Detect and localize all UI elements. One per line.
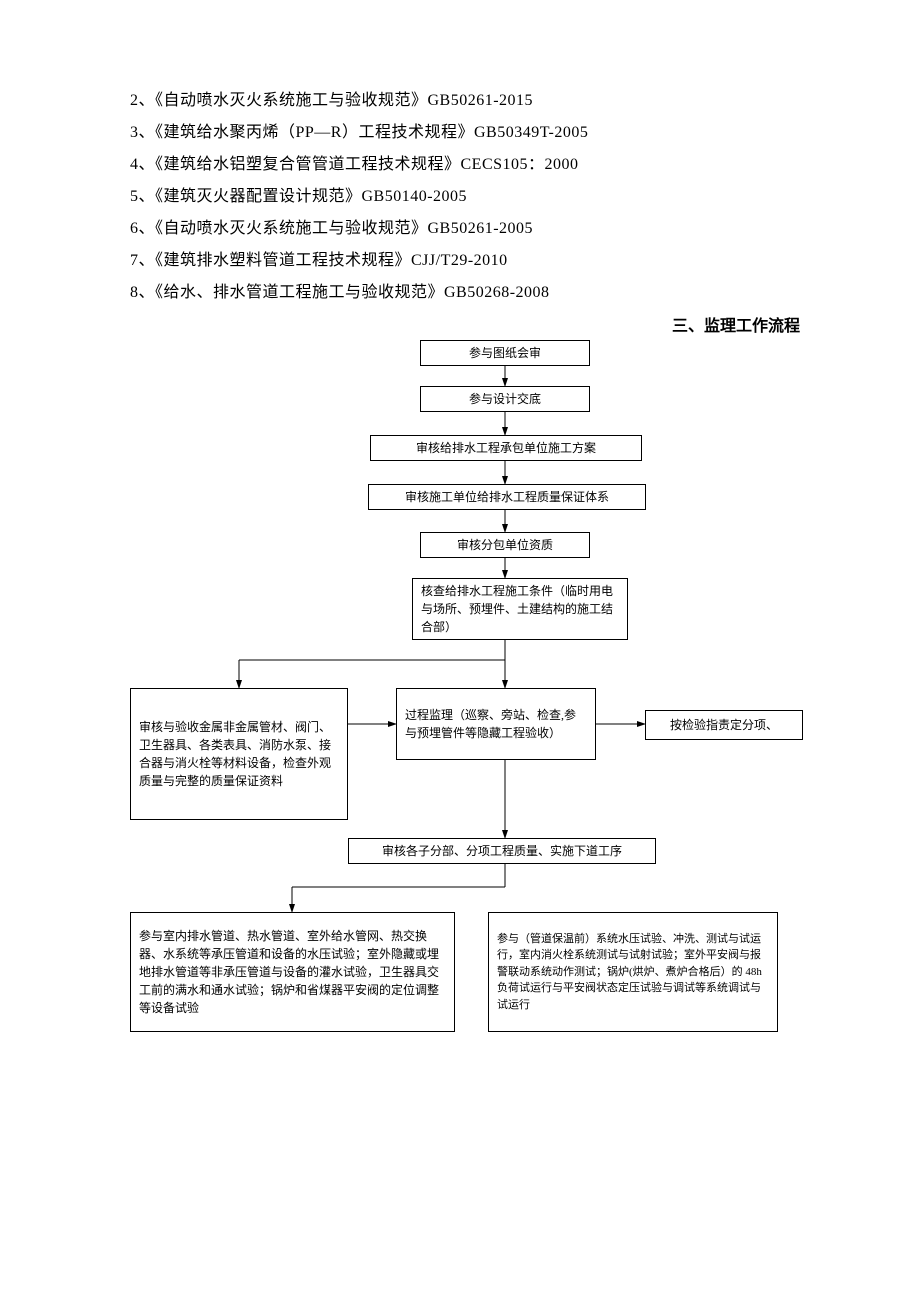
flow-node-n1: 参与图纸会审 — [420, 340, 590, 366]
list-item: 5、《建筑灭火器配置设计规范》GB50140-2005 — [130, 181, 810, 213]
node-label: 过程监理（巡察、旁站、检查,参与预埋管件等隐藏工程验收） — [405, 706, 587, 742]
flow-node-n10: 审核各子分部、分项工程质量、实施下道工序 — [348, 838, 656, 864]
node-label: 审核分包单位资质 — [457, 536, 553, 554]
flow-node-n11: 参与室内排水管道、热水管道、室外给水管网、热交换器、水系统等承压管道和设备的水压… — [130, 912, 455, 1032]
flow-node-n8: 过程监理（巡察、旁站、检查,参与预埋管件等隐藏工程验收） — [396, 688, 596, 760]
node-label: 审核各子分部、分项工程质量、实施下道工序 — [382, 842, 622, 860]
list-item: 8、《给水、排水管道工程施工与验收规范》GB50268-2008 — [130, 277, 810, 309]
flow-node-n12: 参与（管道保温前）系统水压试验、冲洗、测试与试运行，室内消火栓系统测试与试射试验… — [488, 912, 778, 1032]
node-label: 参与图纸会审 — [469, 344, 541, 362]
node-label: 核查给排水工程施工条件（临时用电与场所、预埋件、土建结构的施工结合部） — [421, 582, 619, 636]
list-item: 6、《自动喷水灭火系统施工与验收规范》GB50261-2005 — [130, 213, 810, 245]
flow-node-n3: 审核给排水工程承包单位施工方案 — [370, 435, 642, 461]
flow-node-n4: 审核施工单位给排水工程质量保证体系 — [368, 484, 646, 510]
list-item: 2、《自动喷水灭火系统施工与验收规范》GB50261-2015 — [130, 85, 810, 117]
flow-node-n9: 按检验指责定分项、 — [645, 710, 803, 740]
flow-node-n2: 参与设计交底 — [420, 386, 590, 412]
flow-node-n5: 审核分包单位资质 — [420, 532, 590, 558]
flowchart: 参与图纸会审 参与设计交底 审核给排水工程承包单位施工方案 审核施工单位给排水工… — [130, 340, 805, 1100]
node-label: 参与设计交底 — [469, 390, 541, 408]
node-label: 审核给排水工程承包单位施工方案 — [416, 439, 596, 457]
flow-node-n7: 审核与验收金属非金属管材、阀门、卫生器具、各类表具、消防水泵、接合器与消火栓等材… — [130, 688, 348, 820]
node-label: 参与（管道保温前）系统水压试验、冲洗、测试与试运行，室内消火栓系统测试与试射试验… — [497, 931, 769, 1014]
list-item: 4、《建筑给水铝塑复合管管道工程技术规程》CECS105：2000 — [130, 149, 810, 181]
list-item: 3、《建筑给水聚丙烯（PP—R）工程技术规程》GB50349T-2005 — [130, 117, 810, 149]
flow-node-n6: 核查给排水工程施工条件（临时用电与场所、预埋件、土建结构的施工结合部） — [412, 578, 628, 640]
section-title: 三、监理工作流程 — [672, 312, 800, 336]
node-label: 参与室内排水管道、热水管道、室外给水管网、热交换器、水系统等承压管道和设备的水压… — [139, 927, 446, 1017]
node-label: 按检验指责定分项、 — [670, 716, 778, 734]
list-item: 7、《建筑排水塑料管道工程技术规程》CJJ/T29-2010 — [130, 245, 810, 277]
node-label: 审核施工单位给排水工程质量保证体系 — [405, 488, 609, 506]
node-label: 审核与验收金属非金属管材、阀门、卫生器具、各类表具、消防水泵、接合器与消火栓等材… — [139, 718, 339, 790]
reference-list: 2、《自动喷水灭火系统施工与验收规范》GB50261-2015 3、《建筑给水聚… — [130, 85, 810, 309]
